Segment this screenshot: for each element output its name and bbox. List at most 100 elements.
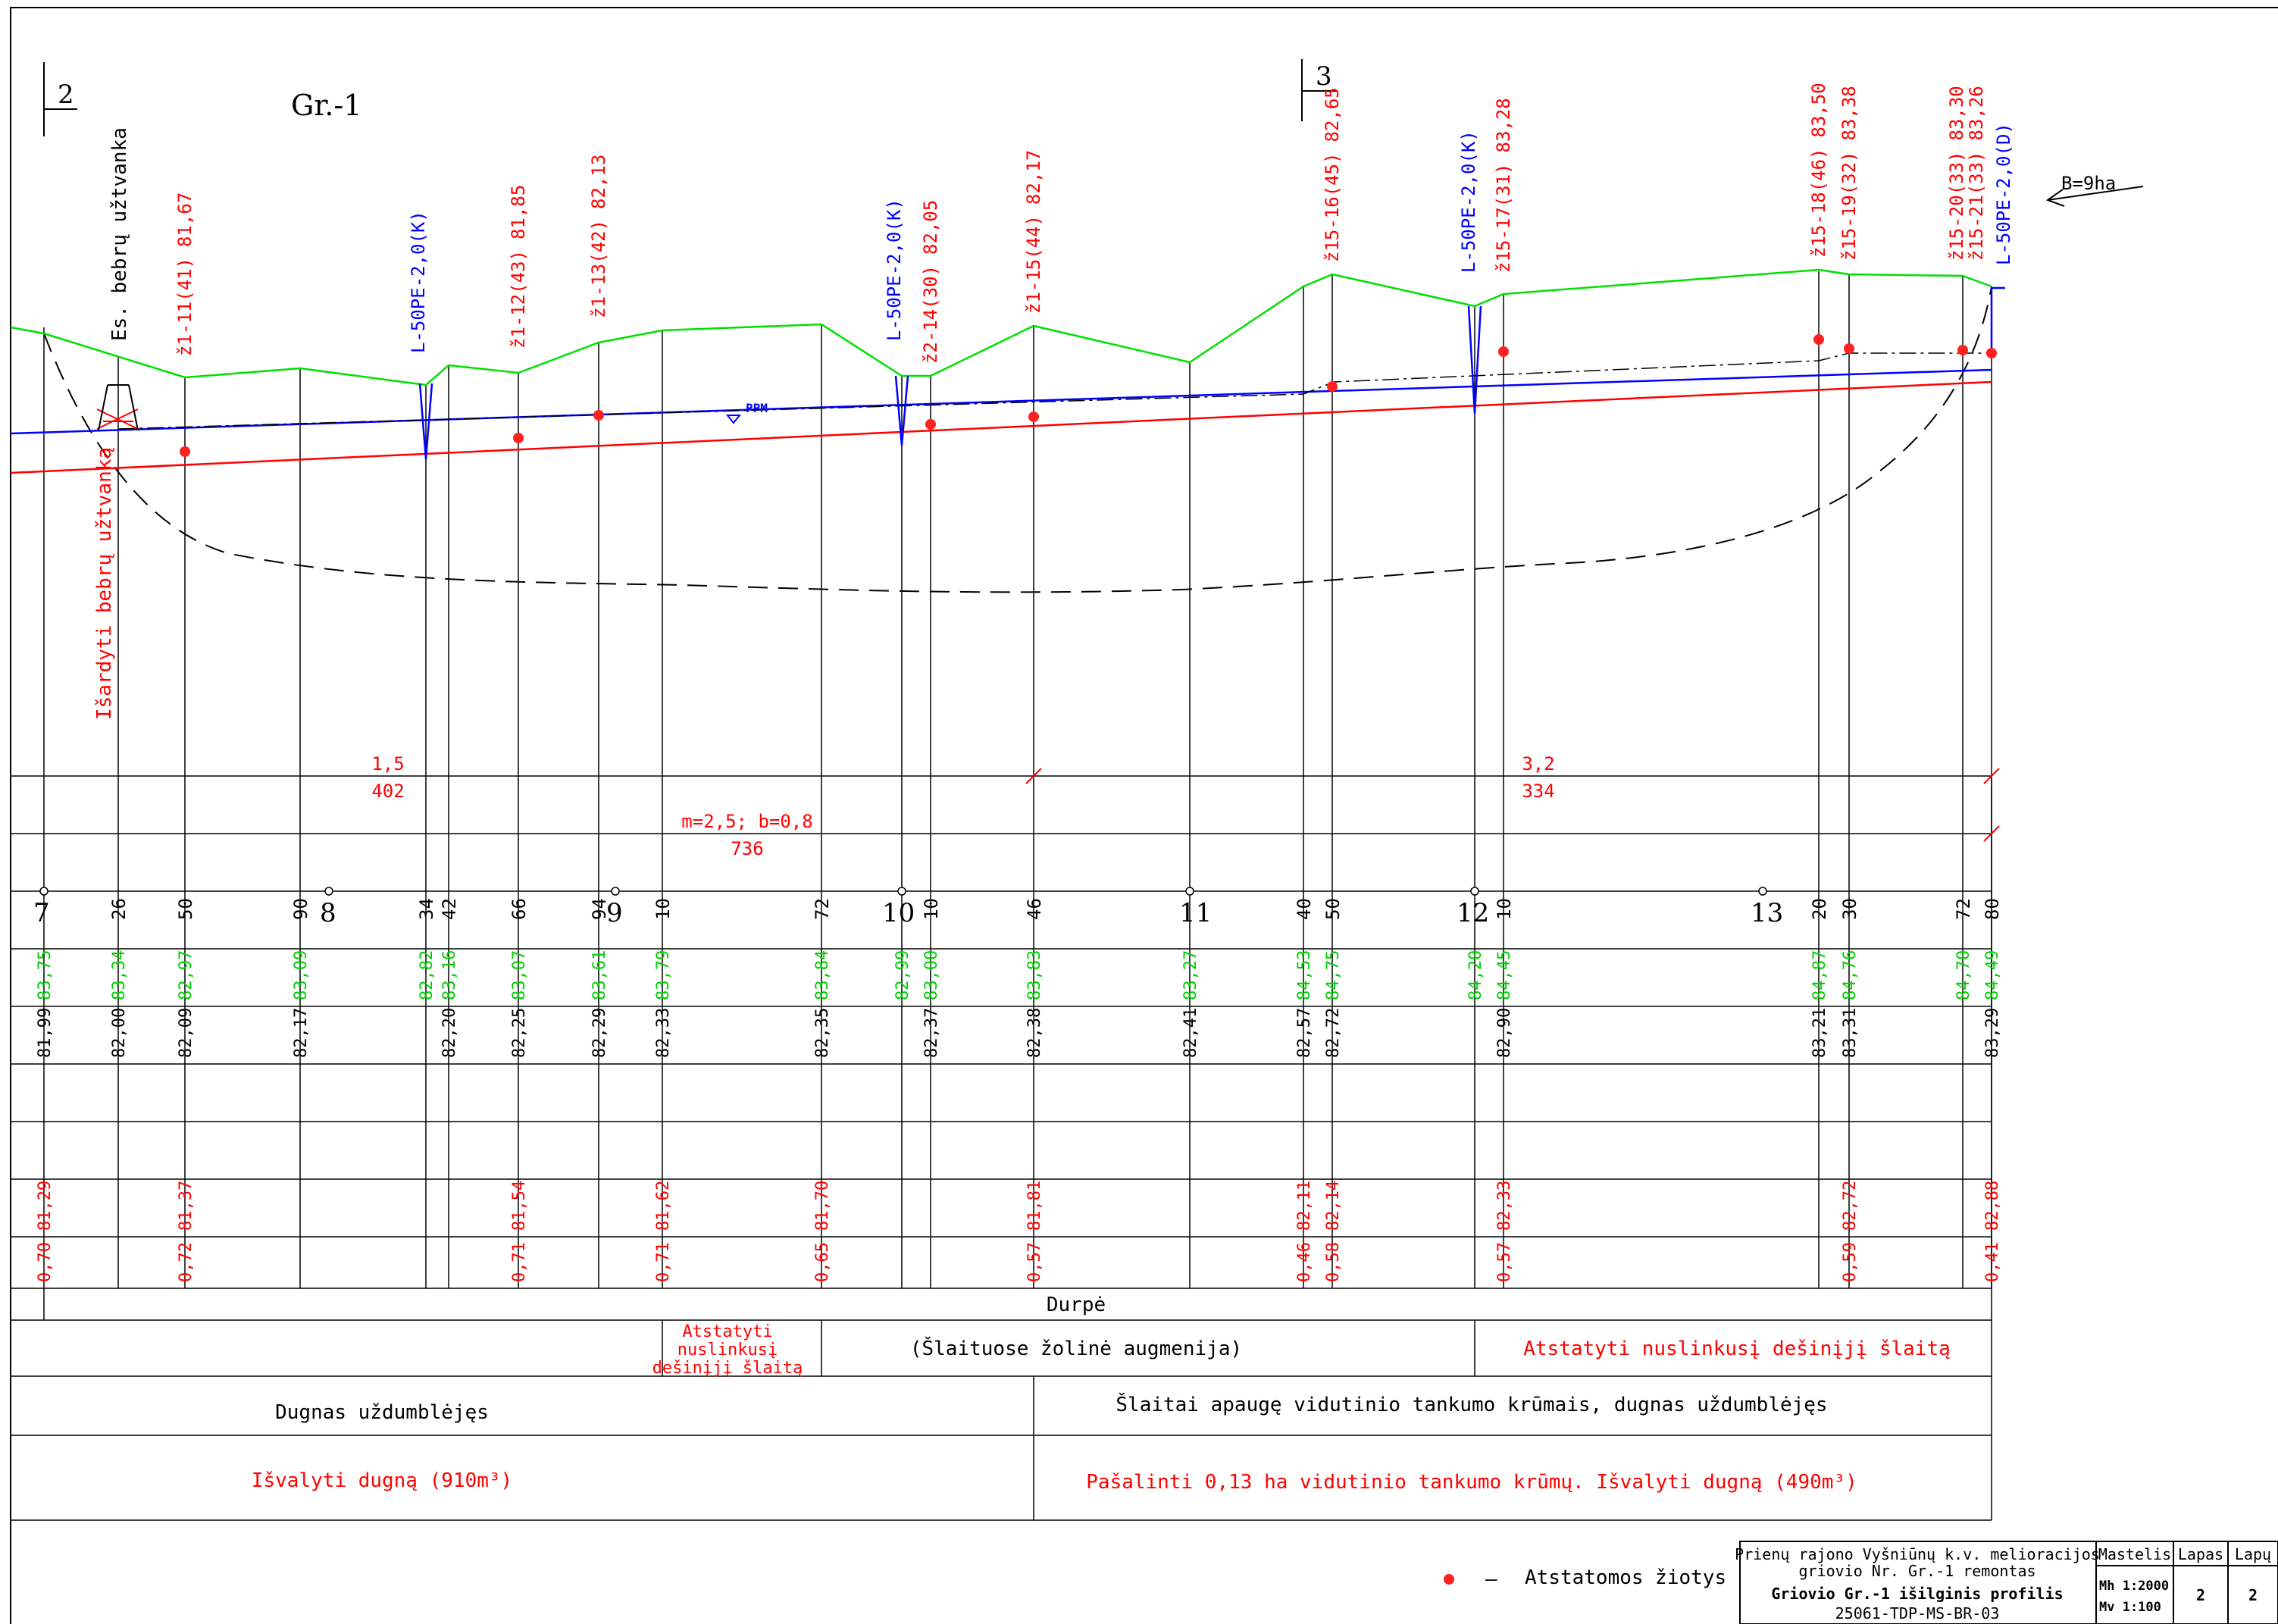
- picket-markers: [39, 887, 1767, 896]
- collector-label: L-50PE-2,0(K): [884, 199, 905, 341]
- distance-row: 26 50 90 34 42 66 94 10 72 10 46 40 50 1…: [108, 898, 2003, 920]
- picket-number: 9: [606, 898, 623, 928]
- outlet-point: [925, 419, 936, 430]
- work-left-note: Išvalyti dugną (910m³): [252, 1469, 512, 1492]
- dash-dot-line: [117, 352, 1992, 430]
- design-elev: 83,21: [1810, 1008, 1829, 1058]
- outlet-point: [1986, 348, 1997, 358]
- drawing-frame: [10, 7, 2278, 1624]
- sheets-header: Lapų: [2235, 1545, 2271, 1563]
- design-elev: 83,29: [1983, 1008, 2002, 1058]
- design-bottom-line: [10, 380, 1992, 474]
- ppm-label: PPM: [746, 401, 768, 415]
- design-elev: 82,20: [440, 1008, 459, 1058]
- design-elev: 82,33: [654, 1008, 673, 1058]
- ground-line: [10, 268, 1992, 386]
- ground-elev: 83,16: [440, 950, 459, 1000]
- bottom-elev: 81,37: [177, 1181, 196, 1231]
- section-mark-3: 3: [1301, 59, 1337, 121]
- outlet-label: ž15-18(46): [1808, 149, 1829, 258]
- title-block-line: griovio Nr. Gr.-1 remontas: [1798, 1562, 2035, 1580]
- bottom-elev: 81,81: [1025, 1181, 1044, 1231]
- design-elev: 82,17: [292, 1008, 311, 1058]
- distance-value: 30: [1839, 898, 1860, 920]
- existing-bottom-line: [43, 286, 1992, 593]
- ground-elev: 83,84: [813, 950, 832, 1000]
- title-block-line: Prienų rajono Vyšniūnų k.v. melioracijos: [1735, 1545, 2100, 1563]
- design-elev: 82,38: [1025, 1008, 1044, 1058]
- outlet-point: [593, 410, 604, 421]
- slope-value: 1,5: [371, 753, 404, 774]
- distance-value: 34: [416, 898, 437, 920]
- outlet-elev: 82,13: [588, 155, 609, 209]
- design-elev: 82,35: [813, 1008, 832, 1058]
- outlet-elev: 83,50: [1808, 83, 1829, 137]
- outlet-elev: 81,85: [508, 185, 529, 239]
- svg-text:ž15-21(33)83,26: ž15-21(33) 83,26: [1966, 86, 1987, 261]
- design-elev: 82,90: [1495, 1008, 1514, 1058]
- outlet-label: ž1-15(44): [1023, 215, 1044, 314]
- slope-value: 3,2: [1522, 753, 1554, 774]
- depth-value: 0,71: [654, 1242, 673, 1282]
- ground-elev: 83,07: [510, 950, 529, 1000]
- vegetation-note: (Šlaituose žolinė augmenija): [910, 1336, 1242, 1360]
- title-block: Prienų rajono Vyšniūnų k.v. melioracijos…: [1735, 1541, 2278, 1624]
- legend-dash: –: [1485, 1568, 1497, 1591]
- picket-number: 12: [1457, 898, 1489, 928]
- outlet-point: [180, 446, 190, 457]
- outlet-elev: 81,67: [174, 192, 196, 247]
- depth-value: 0,59: [1841, 1242, 1860, 1282]
- depth-value: 0,41: [1983, 1242, 2002, 1282]
- collector-label: L-50PE-2,0(K): [1458, 130, 1479, 273]
- distance-value: 20: [1809, 898, 1830, 920]
- outlet-label: ž1-11(41): [174, 258, 196, 356]
- picket-number: 8: [320, 898, 336, 928]
- outlet-label: ž15-16(45): [1322, 153, 1343, 263]
- ground-elev: 83,00: [922, 950, 941, 1000]
- svg-text:ž15-16(45)82,65: ž15-16(45) 82,65: [1322, 87, 1343, 262]
- slope-length: 402: [371, 781, 404, 802]
- ground-elev: 84,49: [1983, 950, 2002, 1000]
- distance-value: 40: [1294, 898, 1315, 920]
- depth-value: 0,71: [510, 1242, 529, 1282]
- design-elev: 82,57: [1295, 1008, 1314, 1058]
- design-elev: 83,31: [1841, 1008, 1860, 1058]
- sheet-count: 2: [2248, 1586, 2258, 1604]
- legend-text: Atstatomos žiotys: [1525, 1566, 1726, 1589]
- work-right-note: Pašalinti 0,13 ha vidutinio tankumo krūm…: [1086, 1471, 1857, 1494]
- distance-value: 80: [1982, 898, 2003, 920]
- existing-bottom-row: 81,29 81,37 81,54 81,62 81,70 81,81 82,1…: [36, 1181, 2002, 1231]
- drawing-code: 25061-TDP-MS-BR-03: [1835, 1604, 2000, 1622]
- slope-length: 334: [1522, 781, 1554, 802]
- bottom-elev: 81,70: [813, 1181, 832, 1231]
- design-elev: 82,25: [510, 1008, 529, 1058]
- bottom-elev: 82,88: [1983, 1181, 2002, 1231]
- design-elev: 82,00: [110, 1008, 129, 1058]
- picket-number: 7: [33, 898, 50, 928]
- outlet-label: ž15-19(32): [1838, 152, 1860, 261]
- svg-text:ž2-14(30)82,05: ž2-14(30) 82,05: [920, 200, 941, 364]
- legend-outlet-marker: [1444, 1574, 1454, 1585]
- scale-header: Mastelis: [2098, 1545, 2171, 1563]
- beaver-dam-symbol: [96, 408, 139, 430]
- collector-label: L-50PE-2,0(K): [408, 211, 429, 353]
- depth-value: 0,46: [1295, 1242, 1314, 1282]
- ground-elev: 84,76: [1841, 950, 1860, 1000]
- bottom-elev: 82,33: [1495, 1181, 1514, 1231]
- picket-number: 11: [1179, 898, 1212, 928]
- water-line: [10, 368, 1992, 435]
- ground-elev: 82,97: [177, 950, 196, 1000]
- legend: – Atstatomos žiotys: [1444, 1566, 1726, 1591]
- ground-elev-row: 83,75 83,34 82,97 83,09 82,82 83,16 83,0…: [36, 950, 2002, 1000]
- design-elev: 82,37: [922, 1008, 941, 1058]
- depth-value: 0,65: [813, 1242, 832, 1282]
- outlet-point: [513, 433, 524, 443]
- ground-elev: 84,75: [1324, 950, 1343, 1000]
- outlet-label: ž2-14(30): [920, 265, 941, 364]
- ground-elev: 84,87: [1810, 950, 1829, 1000]
- design-elev: 81,99: [36, 1008, 55, 1058]
- beaver-dam-label: Es. bebrų užtvanka: [108, 127, 131, 341]
- outlet-label: ž15-17(31): [1493, 164, 1514, 274]
- distance-value: 50: [175, 898, 196, 920]
- outlet-point: [1957, 345, 1968, 355]
